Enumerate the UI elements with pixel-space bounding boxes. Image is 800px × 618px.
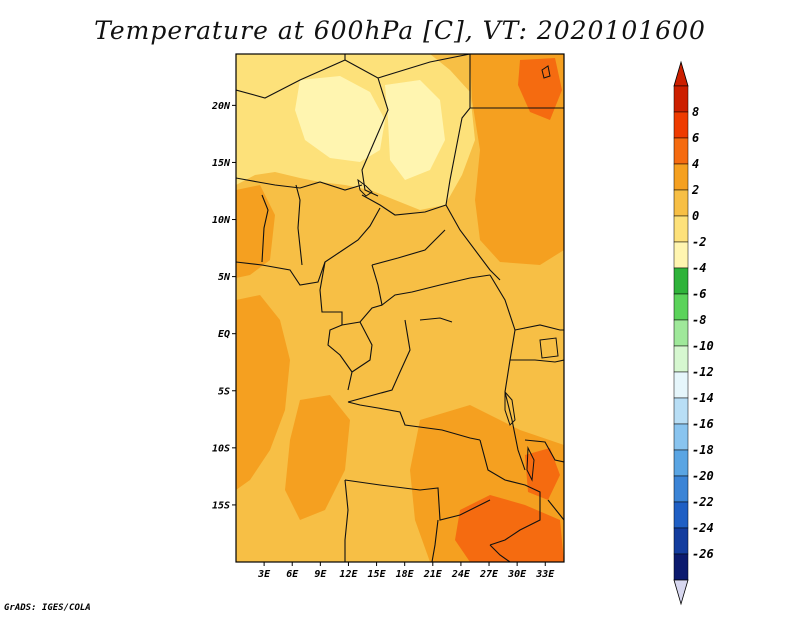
colorbar-label: -2	[692, 235, 706, 249]
colorbar-label: -22	[692, 495, 714, 509]
colorbar-swatch	[673, 449, 689, 477]
contour-fill-4-to-6	[455, 495, 564, 562]
lat-tick-label: 20N	[211, 101, 231, 112]
lake-outlines	[357, 65, 559, 482]
colorbar-label: -20	[692, 469, 714, 483]
colorbar-swatch	[673, 267, 689, 295]
map-title: Temperature at 600hPa [C], VT: 202010160…	[94, 16, 706, 45]
colorbar-swatch	[673, 345, 689, 373]
colorbar-under-arrow	[673, 579, 689, 606]
colorbar-swatch	[673, 319, 689, 347]
lat-tick-label: EQ	[218, 329, 230, 340]
colorbar-swatch	[673, 397, 689, 425]
contour-fill-minus4-to-minus2	[385, 80, 445, 180]
contour-fill-4-to-6	[518, 58, 562, 120]
colorbar-swatch	[673, 501, 689, 529]
colorbar-label: 8	[692, 105, 699, 119]
colorbar-label: 0	[692, 209, 699, 223]
colorbar-swatch	[673, 189, 689, 217]
colorbar-label: -18	[692, 443, 714, 457]
lon-tick-label: 3E	[257, 569, 271, 580]
colorbar-label: -26	[692, 547, 714, 561]
colorbar-swatch	[673, 215, 689, 243]
colorbar-swatch	[673, 293, 689, 321]
lon-tick-label: 18E	[396, 569, 415, 580]
lat-tick-label: 10N	[212, 215, 231, 226]
contour-fill-minus4-to-minus2	[295, 76, 385, 162]
colorbar-label: -10	[692, 339, 714, 353]
lat-tick-label: 10S	[212, 443, 230, 454]
colorbar-swatch	[673, 553, 689, 581]
country-borders	[236, 54, 564, 562]
colorbar-swatch	[673, 423, 689, 451]
latitude-axis: 20N 15N 10N 5N EQ 5S 10S 15S	[211, 101, 236, 511]
contour-fill-2-to-4	[236, 185, 275, 278]
map-frame	[235, 53, 565, 563]
colorbar-swatch	[673, 371, 689, 399]
lon-tick-label: 24E	[451, 569, 471, 580]
grads-credit: GrADS: IGES/COLA	[4, 603, 91, 613]
lon-tick-label: 30E	[507, 569, 527, 580]
lat-tick-label: 15N	[212, 158, 231, 169]
colorbar-label: -14	[692, 391, 714, 405]
colorbar-swatch	[673, 527, 689, 555]
colorbar-swatch	[673, 137, 689, 165]
colorbar-swatch	[673, 85, 689, 113]
colorbar-swatch	[673, 241, 689, 269]
lon-tick-label: 12E	[339, 569, 358, 580]
colorbar-label: 6	[692, 131, 699, 145]
lon-tick-label: 15E	[368, 569, 387, 580]
lon-tick-label: 6E	[286, 569, 299, 580]
colorbar-swatch	[673, 111, 689, 139]
contour-fill-2-to-4	[285, 395, 350, 520]
lon-tick-label: 27E	[479, 569, 499, 580]
lon-tick-label: 9E	[314, 569, 327, 580]
colorbar-label: -8	[692, 313, 706, 327]
colorbar-swatch	[673, 163, 689, 191]
lat-tick-label: 5S	[218, 386, 230, 397]
colorbar-label: 2	[691, 183, 699, 197]
colorbar-label: 4	[692, 157, 699, 171]
lon-tick-label: 21E	[423, 569, 443, 580]
colorbar: 8 6 4 2 0 -2 -4 -6 -8 -10 -12 -14 -16 -18 -20 -22 -24 -26	[673, 60, 714, 606]
colorbar-label: -4	[692, 261, 706, 275]
temperature-map-panel	[236, 54, 564, 562]
colorbar-label: -24	[692, 521, 714, 535]
lat-tick-label: 5N	[218, 272, 231, 283]
contour-fill-2-to-4	[236, 295, 290, 490]
colorbar-label: -16	[692, 417, 714, 431]
colorbar-label: -6	[692, 287, 706, 301]
lat-tick-label: 15S	[212, 500, 230, 511]
colorbar-label: -12	[692, 365, 714, 379]
colorbar-swatch	[673, 475, 689, 503]
colorbar-over-arrow	[673, 60, 689, 87]
longitude-axis: 3E 6E 9E 12E 15E 18E 21E 24E 27E 30E 33E	[257, 562, 555, 580]
lon-tick-label: 33E	[535, 569, 555, 580]
